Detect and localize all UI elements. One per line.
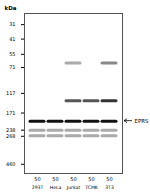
svg-text:171: 171 (6, 110, 16, 116)
svg-text:50: 50 (70, 176, 76, 182)
svg-text:Jurkat: Jurkat (66, 185, 81, 190)
svg-text:55: 55 (9, 51, 15, 57)
svg-text:117: 117 (6, 90, 16, 96)
svg-text:TCMK: TCMK (84, 185, 99, 190)
svg-text:41: 41 (9, 36, 15, 42)
svg-text:EPRS: EPRS (135, 118, 150, 124)
svg-text:31: 31 (9, 21, 15, 27)
svg-text:293T: 293T (32, 185, 44, 190)
svg-text:268: 268 (6, 133, 16, 139)
svg-text:71: 71 (9, 64, 15, 70)
svg-text:3T3: 3T3 (105, 185, 114, 190)
svg-text:460: 460 (6, 161, 16, 167)
svg-text:kDa: kDa (5, 5, 17, 11)
svg-text:50: 50 (52, 176, 58, 182)
svg-text:HeLa: HeLa (50, 185, 62, 190)
svg-text:50: 50 (34, 176, 40, 182)
svg-text:50: 50 (88, 176, 94, 182)
svg-text:238: 238 (6, 127, 16, 133)
svg-text:50: 50 (106, 176, 112, 182)
